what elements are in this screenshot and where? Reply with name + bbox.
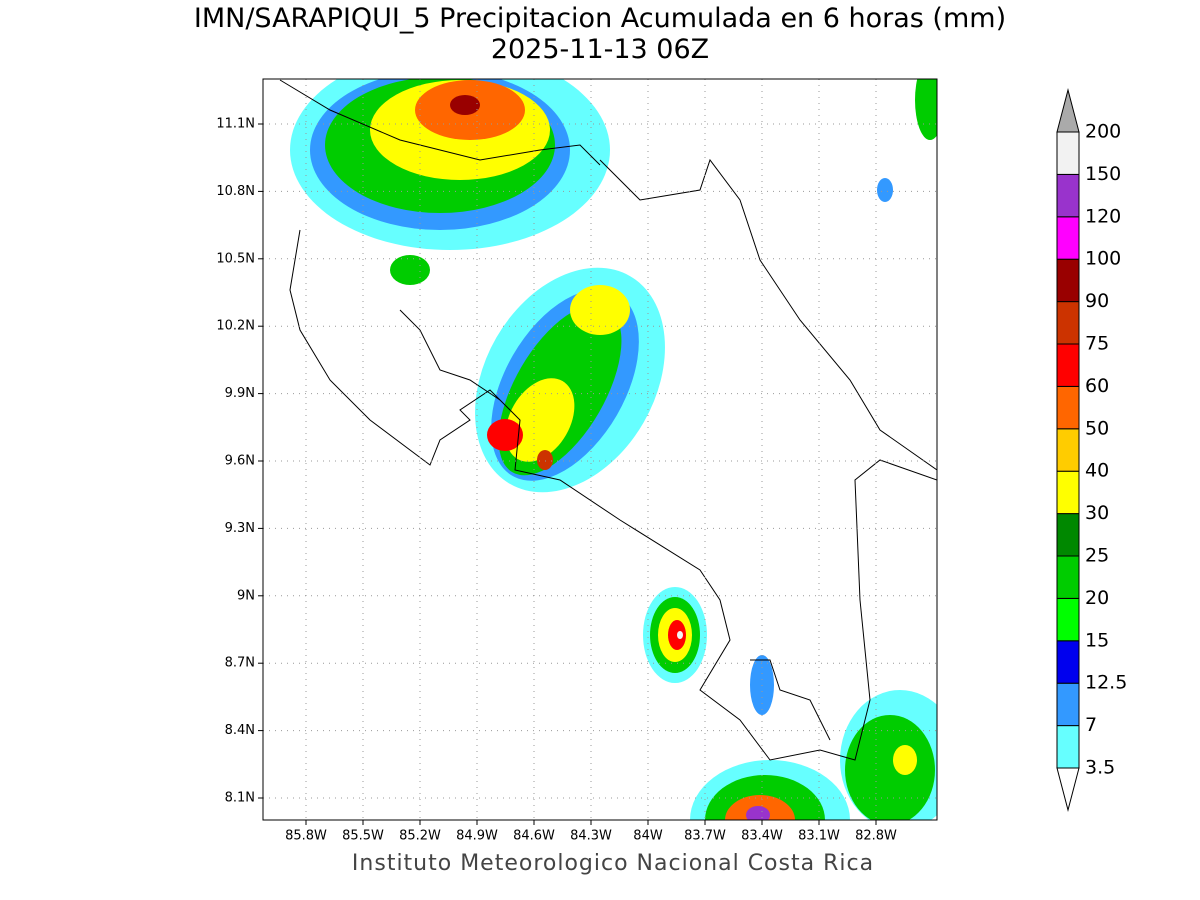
colorbar-label: 120 bbox=[1085, 205, 1121, 227]
lon-label: 84W bbox=[633, 829, 663, 844]
colorbar-label: 3.5 bbox=[1085, 757, 1115, 779]
lon-label: 83.4W bbox=[741, 829, 783, 844]
colorbar-swatch bbox=[1056, 470, 1080, 515]
colorbar: 3.5 7 12.5 15 20 25 30 40 50 60 75 90 100 120 150 200 bbox=[1056, 88, 1127, 812]
colorbar-swatch bbox=[1056, 640, 1080, 684]
colorbar-swatch bbox=[1056, 725, 1080, 769]
colorbar-label: 75 bbox=[1085, 333, 1109, 355]
coastline bbox=[279, 79, 937, 761]
colorbar-label: 7 bbox=[1085, 714, 1097, 736]
colorbar-label: 50 bbox=[1085, 417, 1109, 439]
colorbar-label: 150 bbox=[1085, 163, 1121, 185]
colorbar-swatch bbox=[1056, 343, 1080, 387]
lat-label: 11.1N bbox=[216, 117, 255, 132]
colorbar-swatch bbox=[1056, 385, 1080, 430]
lat-label: 9.3N bbox=[225, 521, 255, 536]
colorbar-swatch bbox=[1056, 597, 1080, 642]
lat-label: 10.8N bbox=[216, 184, 255, 199]
colorbar-swatch bbox=[1056, 428, 1080, 472]
colorbar-label: 30 bbox=[1085, 502, 1109, 524]
colorbar-under bbox=[1056, 767, 1080, 812]
colorbar-swatch bbox=[1056, 513, 1080, 557]
lon-label: 84.9W bbox=[456, 829, 498, 844]
lon-label: 85.2W bbox=[399, 829, 441, 844]
colorbar-label: 90 bbox=[1085, 290, 1109, 312]
subtitle: 2025-11-13 06Z bbox=[491, 34, 709, 65]
lat-label: 8.7N bbox=[225, 656, 255, 671]
colorbar-label: 15 bbox=[1085, 629, 1109, 651]
lat-label: 10.2N bbox=[216, 319, 255, 334]
colorbar-swatch bbox=[1056, 216, 1080, 260]
colorbar-swatch bbox=[1056, 173, 1080, 218]
colorbar-label: 25 bbox=[1085, 545, 1109, 567]
graticule: 85.8W 85.5W 85.2W 84.9W 84.6W 84.3W 84W 83.7W 83… bbox=[216, 79, 937, 844]
lon-label: 85.5W bbox=[342, 829, 384, 844]
colorbar-swatch bbox=[1056, 131, 1080, 175]
lon-label: 82.8W bbox=[855, 829, 897, 844]
colorbar-swatch bbox=[1056, 258, 1080, 303]
colorbar-over bbox=[1056, 88, 1080, 133]
lat-label: 9.9N bbox=[225, 386, 255, 401]
map-frame bbox=[262, 78, 938, 821]
lat-label: 8.1N bbox=[225, 791, 255, 806]
footer: Instituto Meteorologico Nacional Costa R… bbox=[352, 851, 874, 876]
colorbar-swatch bbox=[1056, 682, 1080, 727]
colorbar-label: 40 bbox=[1085, 460, 1109, 482]
lat-label: 8.4N bbox=[225, 723, 255, 738]
lon-label: 84.3W bbox=[570, 829, 612, 844]
lon-label: 83.1W bbox=[798, 829, 840, 844]
lat-label: 9N bbox=[237, 588, 255, 603]
colorbar-label: 60 bbox=[1085, 375, 1109, 397]
lon-label: 83.7W bbox=[684, 829, 726, 844]
colorbar-label: 12.5 bbox=[1085, 672, 1127, 694]
lon-label: 85.8W bbox=[285, 829, 327, 844]
precip-field bbox=[290, 79, 937, 820]
colorbar-label: 200 bbox=[1085, 121, 1121, 143]
colorbar-label: 100 bbox=[1085, 248, 1121, 270]
lat-label: 10.5N bbox=[216, 251, 255, 266]
title: IMN/SARAPIQUI_5 Precipitacion Acumulada … bbox=[194, 3, 1006, 34]
lon-label: 84.6W bbox=[513, 829, 555, 844]
lat-label: 9.6N bbox=[225, 454, 255, 469]
colorbar-swatch bbox=[1056, 555, 1080, 599]
colorbar-swatch bbox=[1056, 301, 1080, 345]
colorbar-label: 20 bbox=[1085, 587, 1109, 609]
